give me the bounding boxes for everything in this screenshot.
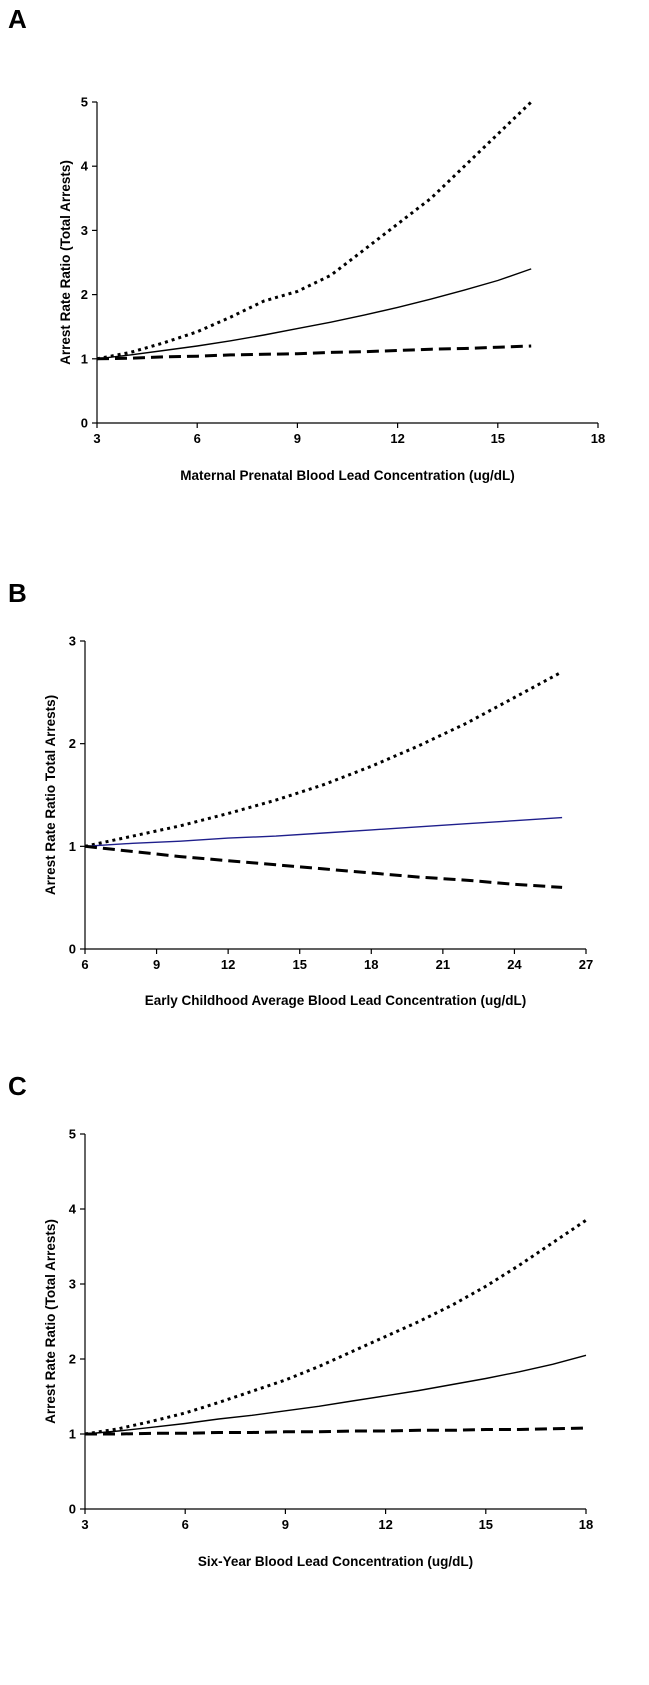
y-tick-label: 5 [69, 1127, 76, 1142]
y-tick-label: 0 [69, 942, 76, 957]
x-tick-label: 9 [282, 1517, 289, 1532]
x-tick-label: 6 [81, 957, 88, 972]
series-line-dashed [84, 844, 563, 889]
y-tick-label: 2 [81, 287, 88, 302]
series-line-dashed [96, 344, 532, 361]
x-tick-label: 6 [194, 431, 201, 446]
x-tick-label: 12 [378, 1517, 392, 1532]
x-axis-title: Early Childhood Average Blood Lead Conce… [145, 993, 527, 1008]
x-tick-label: 3 [81, 1517, 88, 1532]
x-tick-label: 3 [93, 431, 100, 446]
x-tick-label: 15 [479, 1517, 493, 1532]
panel-letter: A [8, 4, 27, 34]
series-line-dotted [96, 100, 533, 361]
series-line-dotted [84, 1219, 587, 1436]
series-line-solid [84, 1354, 587, 1435]
y-tick-label: 3 [81, 223, 88, 238]
x-tick-label: 12 [390, 431, 404, 446]
x-tick-label: 9 [153, 957, 160, 972]
y-tick-label: 2 [69, 736, 76, 751]
x-tick-label: 27 [579, 957, 593, 972]
x-tick-label: 15 [292, 957, 306, 972]
x-tick-label: 18 [591, 431, 605, 446]
x-tick-label: 18 [364, 957, 378, 972]
y-axis-title: Arrest Rate Ratio (Total Arrests) [43, 1219, 58, 1424]
x-tick-label: 24 [507, 957, 522, 972]
panel-letter: B [8, 578, 27, 608]
y-tick-label: 3 [69, 634, 76, 649]
y-tick-label: 0 [69, 1502, 76, 1517]
y-tick-label: 1 [69, 1427, 76, 1442]
x-tick-label: 21 [436, 957, 450, 972]
x-tick-label: 18 [579, 1517, 593, 1532]
y-axis-title: Arrest Rate Ratio Total Arrests) [43, 695, 58, 895]
y-tick-label: 1 [81, 351, 88, 366]
y-tick-label: 4 [81, 159, 89, 174]
series-line-dashed [85, 1426, 587, 1436]
y-tick-label: 0 [81, 416, 88, 431]
y-tick-label: 3 [69, 1277, 76, 1292]
y-tick-label: 4 [69, 1202, 77, 1217]
x-tick-label: 9 [294, 431, 301, 446]
series-line-solid [84, 816, 563, 847]
y-tick-label: 1 [69, 839, 76, 854]
panel-letter: C [8, 1071, 27, 1101]
x-tick-label: 6 [182, 1517, 189, 1532]
x-axis-title: Maternal Prenatal Blood Lead Concentrati… [180, 468, 515, 483]
y-tick-label: 2 [69, 1352, 76, 1367]
x-axis-title: Six-Year Blood Lead Concentration (ug/dL… [198, 1554, 473, 1569]
y-tick-label: 5 [81, 95, 88, 110]
y-axis-title: Arrest Rate Ratio (Total Arrests) [58, 160, 73, 365]
series-line-dotted [84, 670, 563, 848]
x-tick-label: 12 [221, 957, 235, 972]
series-line-solid [96, 268, 532, 360]
x-tick-label: 15 [491, 431, 505, 446]
